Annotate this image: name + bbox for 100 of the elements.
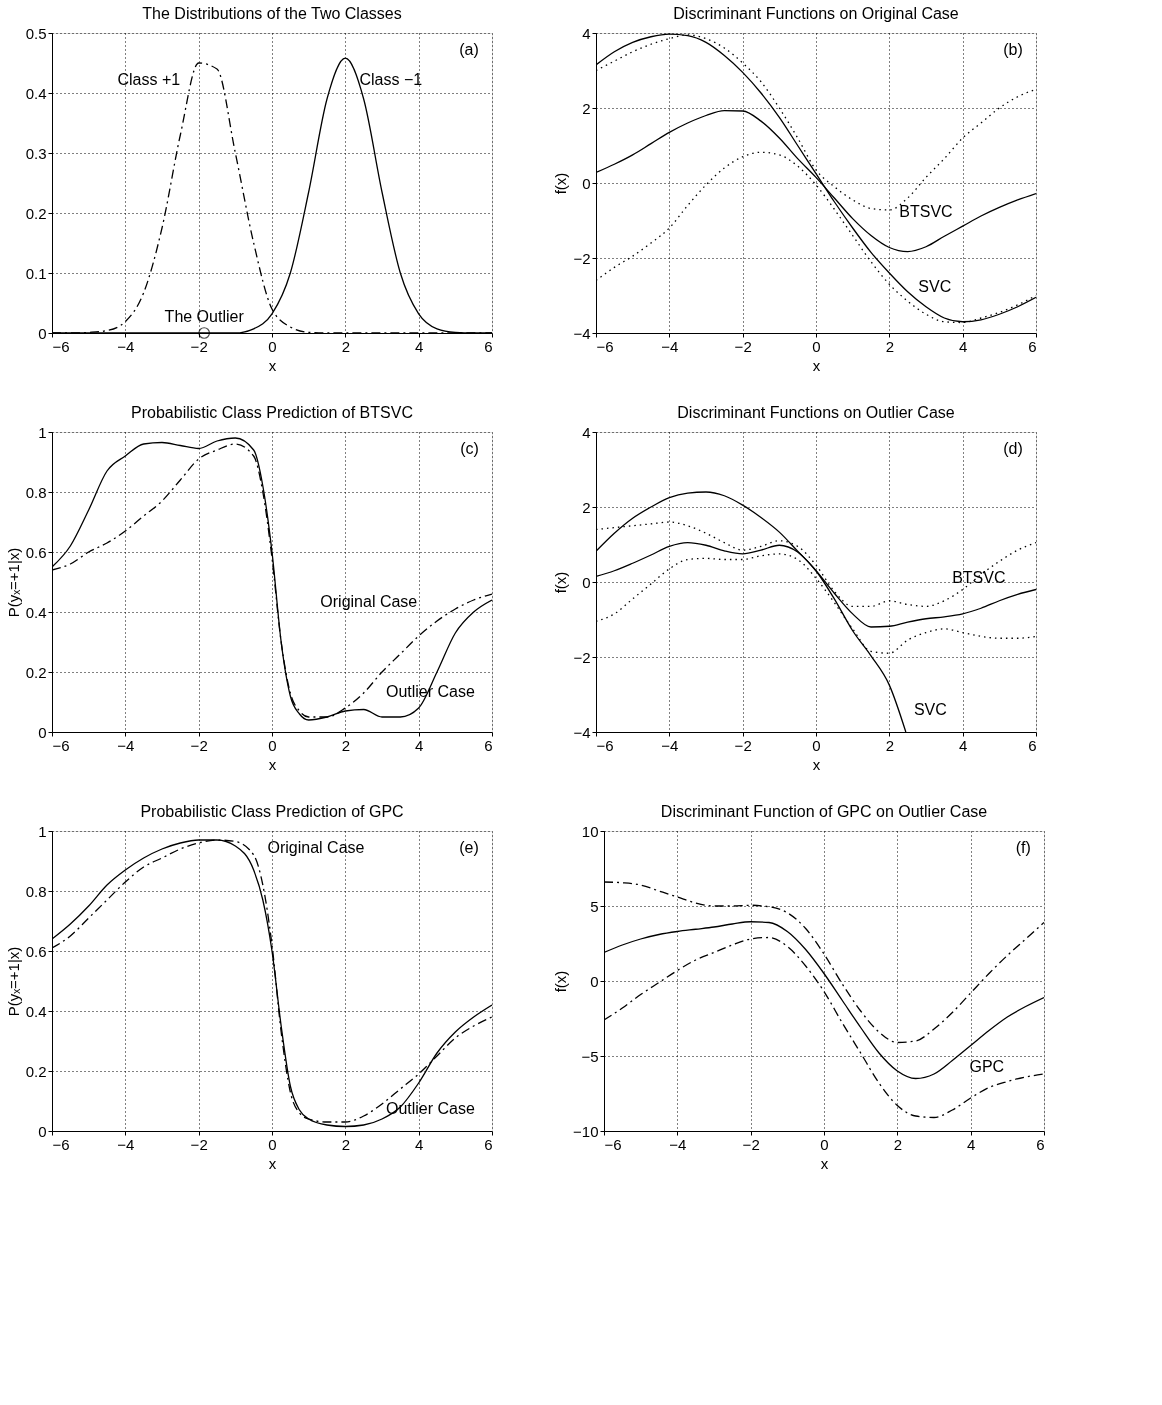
y-axis-title: f(x): [552, 970, 570, 993]
y-tick-label: 0: [582, 573, 591, 591]
x-tick-label: 6: [484, 736, 493, 754]
x-tick-label: −2: [190, 1135, 208, 1153]
x-tick-label: −6: [52, 1135, 70, 1153]
annotation: Original Case: [320, 593, 418, 610]
annotation: (b): [1003, 41, 1023, 58]
x-tick-label: 0: [268, 736, 277, 754]
x-tick-label: 4: [966, 1135, 976, 1153]
x-tick-label: −4: [661, 736, 679, 754]
y-axis-title: f(x): [552, 172, 570, 195]
x-tick-label: 0: [812, 337, 821, 355]
chart-title: Probabilistic Class Prediction of GPC: [140, 803, 404, 820]
x-tick-label: 2: [341, 736, 351, 754]
y-tick-label: 0.2: [25, 1062, 47, 1080]
chart-title: The Distributions of the Two Classes: [142, 5, 402, 22]
y-tick-label: −2: [573, 249, 591, 267]
annotation: (e): [459, 839, 479, 856]
annotation: (d): [1003, 440, 1023, 457]
y-axis-title: P(yₓ=+1|x): [4, 547, 22, 618]
y-axis-title: f(x): [552, 571, 570, 594]
x-tick-label: 6: [1028, 337, 1037, 355]
y-tick-label: 1: [38, 423, 47, 441]
y-tick-label: 0.4: [25, 603, 47, 621]
y-tick-label: 0.1: [25, 264, 47, 282]
x-axis-title: x: [812, 755, 821, 773]
x-tick-label: 0: [268, 337, 277, 355]
y-tick-label: 0: [590, 972, 599, 990]
annotation: BTSVC: [952, 569, 1006, 586]
y-axis-title: P(yₓ=+1|x): [4, 946, 22, 1017]
annotation: GPC: [969, 1058, 1005, 1075]
annotation: SVC: [913, 701, 947, 718]
x-tick-label: −6: [596, 736, 614, 754]
y-tick-label: 4: [582, 24, 591, 42]
x-axis-title: x: [268, 755, 277, 773]
x-tick-label: −2: [734, 337, 752, 355]
x-axis-title: x: [812, 356, 821, 374]
x-axis-title: x: [268, 1154, 277, 1172]
x-tick-label: 6: [484, 1135, 493, 1153]
y-tick-label: −4: [573, 723, 591, 741]
annotation: The Outlier: [164, 308, 245, 325]
x-tick-label: −4: [117, 1135, 135, 1153]
chart-title: Discriminant Functions on Outlier Case: [677, 404, 955, 421]
x-tick-label: −4: [661, 337, 679, 355]
x-tick-label: −4: [117, 736, 135, 754]
y-tick-label: 0: [38, 723, 47, 741]
x-tick-label: 4: [958, 337, 968, 355]
y-tick-label: 5: [590, 897, 599, 915]
x-tick-label: 2: [341, 337, 351, 355]
x-tick-label: 6: [484, 337, 493, 355]
x-tick-label: −6: [596, 337, 614, 355]
x-tick-label: 2: [893, 1135, 903, 1153]
y-tick-label: 0.4: [25, 84, 47, 102]
annotation: (a): [459, 41, 479, 58]
y-tick-label: −2: [573, 648, 591, 666]
y-tick-label: 0.5: [25, 24, 47, 42]
annotation: BTSVC: [899, 203, 953, 220]
x-tick-label: 4: [414, 736, 424, 754]
y-tick-label: 0.3: [25, 144, 47, 162]
y-tick-label: 0: [38, 1122, 47, 1140]
x-tick-label: 4: [414, 1135, 424, 1153]
x-tick-label: −6: [52, 337, 70, 355]
chart-title: Discriminant Function of GPC on Outlier Case: [660, 803, 988, 820]
y-tick-label: 1: [38, 822, 47, 840]
x-axis-title: x: [820, 1154, 829, 1172]
x-tick-label: 6: [1028, 736, 1037, 754]
x-tick-label: −2: [190, 736, 208, 754]
annotation: Class −1: [359, 71, 423, 88]
annotation: (c): [460, 440, 479, 457]
x-tick-label: 2: [341, 1135, 351, 1153]
x-tick-label: −4: [669, 1135, 687, 1153]
x-tick-label: −2: [734, 736, 752, 754]
x-tick-label: 2: [885, 736, 895, 754]
y-tick-label: 0.4: [25, 1002, 47, 1020]
y-tick-label: 0.6: [25, 543, 47, 561]
chart-title: Discriminant Functions on Original Case: [673, 5, 959, 22]
x-axis-title: x: [268, 356, 277, 374]
y-tick-label: 2: [582, 498, 591, 516]
y-tick-label: 2: [582, 99, 591, 117]
annotation: Class +1: [117, 71, 181, 88]
x-tick-label: −6: [52, 736, 70, 754]
annotation: (f): [1015, 839, 1031, 856]
y-tick-label: 0: [582, 174, 591, 192]
annotation: Original Case: [267, 839, 365, 856]
x-tick-label: 2: [885, 337, 895, 355]
x-tick-label: 6: [1036, 1135, 1045, 1153]
y-tick-label: 0: [38, 324, 47, 342]
y-tick-label: 10: [581, 822, 599, 840]
x-tick-label: 0: [812, 736, 821, 754]
x-tick-label: 4: [414, 337, 424, 355]
annotation: SVC: [918, 278, 952, 295]
x-tick-label: −2: [742, 1135, 760, 1153]
x-tick-label: −2: [190, 337, 208, 355]
y-tick-label: 0.2: [25, 663, 47, 681]
x-tick-label: 0: [268, 1135, 277, 1153]
x-tick-label: −4: [117, 337, 135, 355]
x-tick-label: −6: [604, 1135, 622, 1153]
y-tick-label: 0.2: [25, 204, 47, 222]
chart-title: Probabilistic Class Prediction of BTSVC: [131, 404, 413, 421]
y-tick-label: 0.8: [25, 483, 47, 501]
